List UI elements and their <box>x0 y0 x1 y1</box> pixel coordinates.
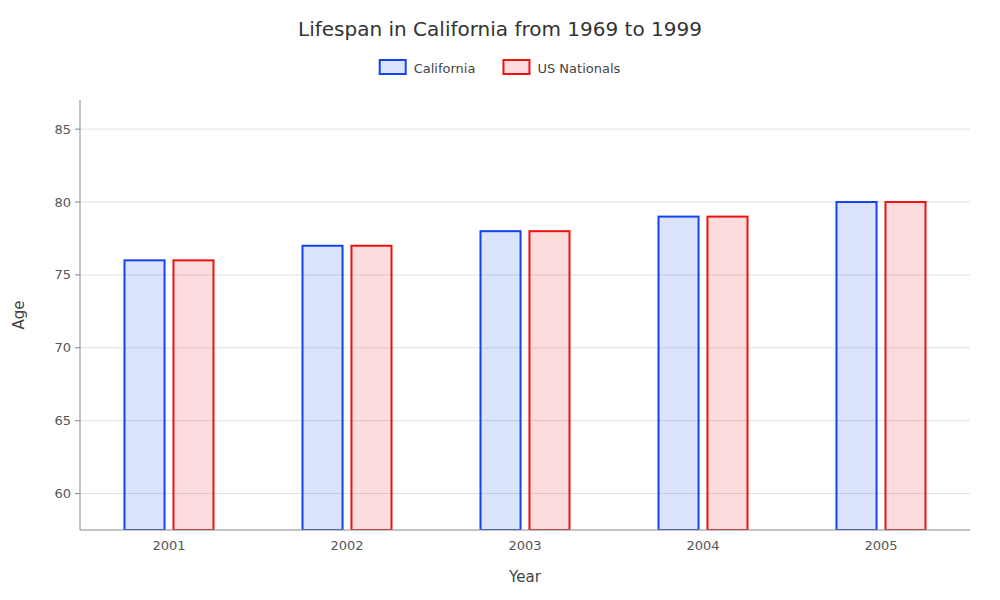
x-axis-line <box>80 530 970 531</box>
legend-label: California <box>414 61 476 76</box>
y-axis: 60 65 70 75 80 85 <box>54 100 80 530</box>
x-tick-label: 2004 <box>686 538 719 553</box>
y-axis-line <box>80 100 81 530</box>
y-tick-label: 70 <box>54 340 71 355</box>
y-tick-label: 65 <box>54 413 71 428</box>
y-tick-label: 85 <box>54 122 71 137</box>
chart: Lifespan in California from 1969 to 1999… <box>0 0 1000 600</box>
x-tick-label: 2005 <box>864 538 897 553</box>
y-tick-label: 75 <box>54 267 71 282</box>
y-tick <box>75 347 80 348</box>
legend-swatch <box>380 60 406 74</box>
y-tick <box>75 274 80 275</box>
bar <box>303 246 343 530</box>
bar <box>125 260 165 530</box>
bar <box>837 202 877 530</box>
x-tick-label: 2003 <box>508 538 541 553</box>
title: Lifespan in California from 1969 to 1999 <box>298 17 702 41</box>
bar <box>351 246 391 530</box>
chart-container: Lifespan in California from 1969 to 1999… <box>0 0 1000 600</box>
background <box>0 0 1000 600</box>
bar <box>481 231 521 530</box>
bar <box>707 217 747 530</box>
x-axis-label: Year <box>508 568 542 586</box>
y-tick <box>75 202 80 203</box>
bar <box>173 260 213 530</box>
grid-line <box>80 129 970 130</box>
x-axis: 2001 2002 2003 2004 2005 <box>80 530 970 553</box>
legend: California US Nationals <box>380 60 621 76</box>
y-tick-label: 80 <box>54 195 71 210</box>
legend-label: US Nationals <box>537 61 620 76</box>
y-tick <box>75 129 80 130</box>
y-axis-label: Age <box>10 300 28 329</box>
y-tick <box>75 493 80 494</box>
bar <box>885 202 925 530</box>
legend-item: California <box>380 60 476 76</box>
bar <box>529 231 569 530</box>
y-tick-label: 60 <box>54 486 71 501</box>
bar <box>659 217 699 530</box>
x-tick-label: 2001 <box>152 538 185 553</box>
bars <box>125 202 926 530</box>
x-tick-label: 2002 <box>330 538 363 553</box>
y-tick <box>75 420 80 421</box>
legend-item: US Nationals <box>503 60 620 76</box>
legend-swatch <box>503 60 529 74</box>
